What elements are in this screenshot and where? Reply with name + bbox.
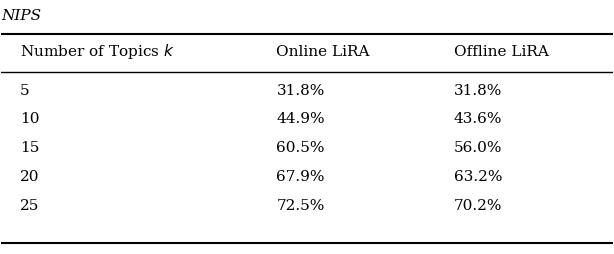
Text: 25: 25 — [20, 199, 39, 213]
Text: 31.8%: 31.8% — [454, 84, 502, 98]
Text: Online LiRA: Online LiRA — [276, 45, 370, 59]
Text: 44.9%: 44.9% — [276, 113, 325, 126]
Text: 56.0%: 56.0% — [454, 141, 502, 155]
Text: 63.2%: 63.2% — [454, 170, 502, 184]
Text: 10: 10 — [20, 113, 39, 126]
Text: 72.5%: 72.5% — [276, 199, 325, 213]
Text: 43.6%: 43.6% — [454, 113, 502, 126]
Text: NIPS: NIPS — [1, 9, 42, 23]
Text: 31.8%: 31.8% — [276, 84, 325, 98]
Text: Offline LiRA: Offline LiRA — [454, 45, 548, 59]
Text: 60.5%: 60.5% — [276, 141, 325, 155]
Text: 70.2%: 70.2% — [454, 199, 502, 213]
Text: 20: 20 — [20, 170, 39, 184]
Text: 15: 15 — [20, 141, 39, 155]
Text: Number of Topics $k$: Number of Topics $k$ — [20, 42, 174, 61]
Text: 67.9%: 67.9% — [276, 170, 325, 184]
Text: 5: 5 — [20, 84, 29, 98]
